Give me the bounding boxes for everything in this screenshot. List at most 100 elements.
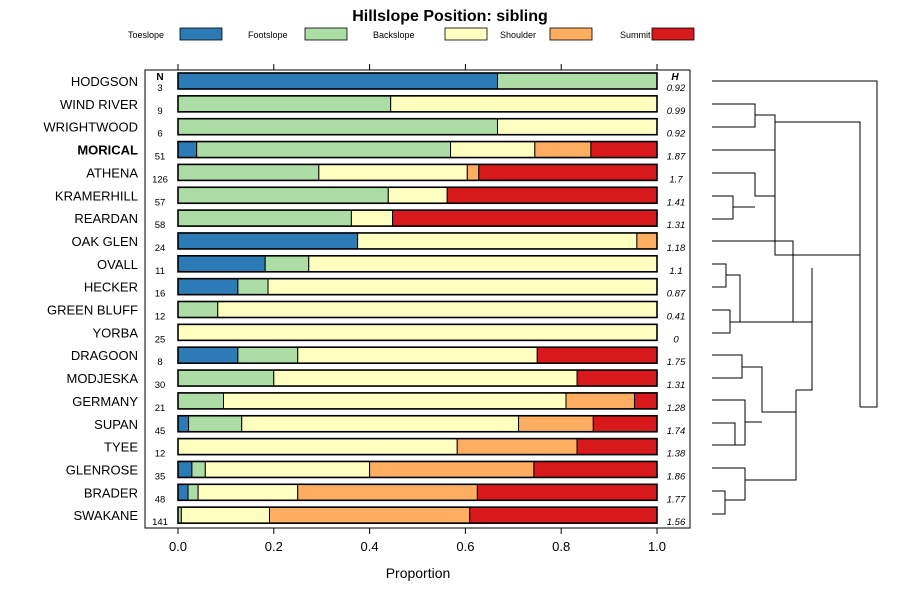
row-label: OVALL — [97, 257, 138, 272]
bar-segment — [297, 483, 478, 501]
legend-swatch — [549, 27, 593, 41]
bar-segment — [241, 415, 520, 433]
bar-segment — [273, 369, 578, 387]
bar-segment — [177, 118, 498, 136]
h-value: 1.77 — [667, 494, 686, 505]
bar-segment — [177, 163, 320, 181]
n-value: 141 — [152, 517, 168, 528]
bar-outline — [177, 95, 658, 113]
dendrogram-branch — [712, 80, 878, 408]
n-value: 48 — [155, 494, 166, 505]
h-labels: 0.92 0.99 0.92 1.87 1.7 1.41 1.31 1.18 1.1 0.87 0.… — [667, 83, 686, 528]
bar-segment — [177, 369, 275, 387]
bar-segment — [177, 415, 190, 433]
bar-segment — [268, 506, 471, 524]
bar-segment — [177, 301, 219, 318]
row-label: YORBA — [92, 325, 138, 340]
bar-segment — [187, 483, 199, 501]
n-value: 21 — [155, 403, 166, 414]
bar-segment — [177, 460, 193, 478]
n-value: 45 — [155, 426, 166, 437]
bar-outline — [177, 437, 658, 456]
x-axis: 0.0 0.2 0.4 0.6 0.8 1.0 — [169, 528, 666, 554]
x-tick-label: 1.0 — [648, 539, 666, 554]
bar-segment — [446, 186, 658, 204]
h-value: 1.31 — [667, 380, 686, 391]
bar-segment — [264, 255, 310, 273]
n-value: 8 — [157, 357, 162, 368]
bar-segment — [592, 415, 658, 433]
top-axis-ticks — [177, 64, 658, 70]
bar-segment — [188, 415, 243, 433]
row-label: GERMANY — [72, 394, 138, 409]
row-label: REARDAN — [74, 211, 138, 226]
row-label: KRAMERHILL — [55, 188, 138, 203]
dendrogram-branch — [712, 354, 743, 379]
h-header: H — [671, 72, 679, 83]
dendrogram-branch — [712, 467, 746, 501]
dendrogram-branch — [712, 104, 756, 128]
x-tick-label: 0.4 — [361, 539, 379, 554]
n-value: 11 — [155, 266, 165, 277]
n-value: 35 — [155, 471, 166, 482]
h-value: 1.18 — [667, 243, 686, 254]
dendrogram-branch — [796, 268, 813, 391]
h-value: 1.74 — [667, 426, 686, 437]
row-labels: HODGSON WIND RIVER WRIGHTWOOD MORICAL ATHENA… — [43, 74, 138, 523]
bar-outline — [177, 163, 658, 182]
row-label: DRAGOON — [71, 348, 138, 363]
plot-frame — [144, 69, 691, 529]
bar-outline — [177, 414, 658, 433]
bar-segment — [297, 346, 538, 364]
bar-segment — [633, 392, 658, 410]
bar-segment — [387, 186, 448, 204]
h-value: 1.87 — [667, 152, 686, 163]
bar-segment — [496, 72, 658, 90]
bar-outline — [177, 232, 658, 250]
bar-outline — [177, 483, 658, 502]
bar-outline — [177, 255, 658, 273]
row-label: BRADER — [84, 485, 138, 500]
bar-outline — [177, 140, 658, 159]
bar-segment — [518, 415, 594, 433]
n-value: 16 — [155, 289, 166, 300]
bar-segment — [267, 278, 658, 296]
legend-label: Footslope — [248, 30, 288, 40]
h-value: 1.41 — [667, 197, 686, 208]
bar-outline — [177, 323, 658, 342]
dendrogram-branch — [712, 172, 776, 197]
bar-segment — [476, 483, 658, 501]
h-value: 0.92 — [667, 83, 686, 94]
h-value: 1.7 — [669, 174, 683, 185]
bar-segment — [369, 460, 535, 478]
bar-outline — [177, 117, 658, 136]
row-label: WIND RIVER — [60, 97, 138, 112]
x-tick-label: 0.0 — [169, 539, 187, 554]
bar-segment — [576, 369, 658, 387]
bar-segment — [237, 346, 299, 364]
dendrogram — [712, 80, 878, 515]
n-value: 9 — [157, 106, 162, 117]
bar-outline — [177, 460, 658, 479]
bar-segment — [204, 460, 371, 478]
legend-swatch — [304, 27, 348, 41]
bars — [177, 72, 658, 524]
bar-segment — [496, 118, 658, 136]
h-value: 1.86 — [667, 471, 686, 482]
bar-segment — [217, 301, 658, 318]
n-value: 51 — [155, 152, 166, 163]
n-value: 12 — [155, 312, 166, 323]
h-value: 0.87 — [667, 289, 686, 300]
n-value: 58 — [155, 220, 166, 231]
bar-segment — [177, 232, 359, 250]
row-label: SWAKANE — [73, 508, 138, 523]
bar-segment — [450, 141, 536, 159]
bar-outline — [177, 209, 658, 227]
row-label: SUPAN — [94, 417, 138, 432]
bar-segment — [191, 460, 206, 478]
h-value: 1.75 — [667, 357, 686, 368]
h-value: 1.38 — [667, 449, 686, 460]
row-label: TYEE — [104, 440, 138, 455]
bar-segment — [390, 95, 658, 113]
legend-label: Shoulder — [500, 30, 536, 40]
